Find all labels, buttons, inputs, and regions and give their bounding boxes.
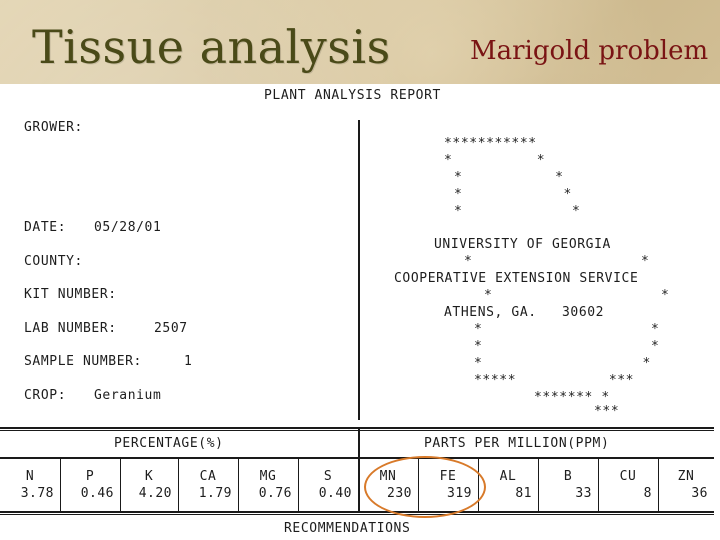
recommendations-header: RECOMMENDATIONS xyxy=(284,521,411,536)
column-divider xyxy=(358,457,360,512)
date-label: DATE: xyxy=(24,220,67,235)
date-value: 05/28/01 xyxy=(94,220,162,235)
nutrient-value-p: 0.46 xyxy=(80,486,114,501)
column-divider xyxy=(178,457,179,512)
nutrient-value-s: 0.40 xyxy=(318,486,352,501)
info-divider xyxy=(358,120,360,420)
nutrient-value-ca: 1.79 xyxy=(198,486,232,501)
nutrient-symbol-zn: ZN xyxy=(677,469,695,484)
column-divider xyxy=(60,457,61,512)
column-divider xyxy=(598,457,599,512)
nutrient-value-k: 4.20 xyxy=(138,486,172,501)
nutrient-symbol-b: B xyxy=(563,469,573,484)
nutrient-symbol-p: P xyxy=(85,469,95,484)
column-divider xyxy=(658,457,659,512)
extension-address: ATHENS, GA. 30602 xyxy=(444,305,605,320)
grower-label: GROWER: xyxy=(24,120,83,135)
nutrient-value-n: 3.78 xyxy=(20,486,54,501)
nutrient-symbol-ca: CA xyxy=(199,469,217,484)
kit-number-label: KIT NUMBER: xyxy=(24,287,117,302)
column-divider xyxy=(538,457,539,512)
slide-title: Tissue analysis xyxy=(32,20,391,74)
column-divider xyxy=(120,457,121,512)
table-bottom-rule xyxy=(0,511,714,513)
table-top-rule-double xyxy=(0,430,714,431)
nutrient-symbol-al: AL xyxy=(499,469,517,484)
sample-number-label: SAMPLE NUMBER: xyxy=(24,354,142,369)
university-name: UNIVERSITY OF GEORGIA xyxy=(434,237,611,252)
county-label: COUNTY: xyxy=(24,254,83,269)
nutrient-value-cu: 8 xyxy=(643,486,652,501)
column-divider xyxy=(298,457,299,512)
column-divider xyxy=(238,457,239,512)
table-bottom-rule-double xyxy=(0,514,714,515)
crop-label: CROP: xyxy=(24,388,67,403)
header-rule xyxy=(0,457,714,459)
nutrient-value-mg: 0.76 xyxy=(258,486,292,501)
nutrient-symbol-s: S xyxy=(323,469,333,484)
nutrient-symbol-cu: CU xyxy=(619,469,637,484)
extension-service-name: COOPERATIVE EXTENSION SERVICE xyxy=(394,271,639,286)
nutrient-value-zn: 36 xyxy=(691,486,708,501)
slide-subtitle: Marigold problem xyxy=(470,36,709,66)
nutrient-symbol-n: N xyxy=(25,469,35,484)
crop-value: Geranium xyxy=(94,388,162,403)
mn-fe-highlight-circle xyxy=(364,456,486,518)
lab-number-value: 2507 xyxy=(154,321,188,336)
plant-analysis-report: PLANT ANALYSIS REPORT GROWER: DATE: 05/2… xyxy=(0,84,720,540)
ppm-header: PARTS PER MILLION(PPM) xyxy=(424,436,610,451)
nutrient-symbol-k: K xyxy=(144,469,154,484)
table-top-rule xyxy=(0,427,714,429)
nutrient-value-al: 81 xyxy=(515,486,532,501)
header-divider xyxy=(358,427,360,457)
report-heading: PLANT ANALYSIS REPORT xyxy=(264,88,441,103)
lab-number-label: LAB NUMBER: xyxy=(24,321,117,336)
percentage-header: PERCENTAGE(%) xyxy=(114,436,224,451)
nutrient-symbol-mg: MG xyxy=(259,469,277,484)
nutrient-value-b: 33 xyxy=(575,486,592,501)
sample-number-value: 1 xyxy=(184,354,193,369)
